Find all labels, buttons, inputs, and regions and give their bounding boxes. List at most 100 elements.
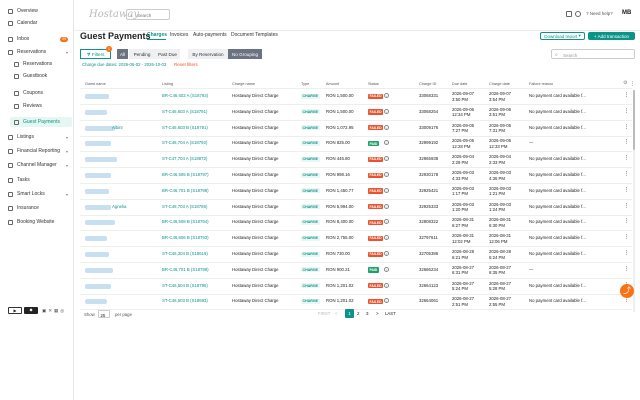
row-menu-icon[interactable]: ⋮	[624, 186, 629, 193]
info-icon[interactable]: i	[384, 266, 389, 272]
column-header[interactable]: Charge name	[232, 82, 256, 86]
filters-button[interactable]: ⧩ Filters	[80, 49, 111, 59]
info-icon[interactable]: i	[384, 235, 389, 241]
app-store-badge[interactable]: ◆	[24, 307, 38, 314]
row-menu-icon[interactable]: ⋮	[624, 250, 629, 256]
info-icon[interactable]: i	[384, 251, 389, 256]
chat-fab-icon[interactable]: ⤴	[620, 284, 634, 298]
info-icon[interactable]: i	[384, 172, 389, 177]
row-menu-icon[interactable]: ⋮	[624, 107, 629, 114]
column-header[interactable]: Charge date	[489, 82, 510, 86]
column-header[interactable]: Status	[368, 82, 379, 86]
tab-auto-payments[interactable]: Auto-payments	[193, 32, 227, 38]
sidebar-item-reservations[interactable]: Reservations	[10, 59, 72, 69]
sidebar-item-guestbook[interactable]: Guestbook	[10, 71, 72, 81]
listing-link[interactable]: BR-C46,508 B (S18794)	[162, 219, 209, 225]
scrollbar-thumb[interactable]	[633, 90, 635, 150]
listing-link[interactable]: ST-C46,603 A (S18791)	[162, 108, 208, 114]
listing-link[interactable]: BR-C46,701 B (S18798)	[162, 187, 209, 193]
sidebar-item-inbox[interactable]: Inbox 39	[4, 34, 72, 44]
chip-by-reservation[interactable]: By Reservation	[188, 49, 228, 59]
listing-link[interactable]: BR-C46,606 B (S18793)	[162, 235, 209, 241]
guest-name[interactable]: Albinr	[112, 124, 123, 130]
last-page-button[interactable]: LAST	[385, 311, 396, 316]
page-2-button[interactable]: 2	[357, 311, 360, 316]
sidebar-item-financial-reporting[interactable]: Financial Reporting ▾	[4, 146, 72, 156]
sidebar-item-channel-manager[interactable]: Channel Manager ▾	[4, 160, 72, 170]
download-report-button[interactable]: Download report ▾	[540, 32, 585, 40]
row-menu-icon[interactable]: ⋮	[624, 218, 629, 225]
sidebar-item-coupons[interactable]: Coupons	[10, 88, 72, 98]
chip-past-due[interactable]: Past Due	[155, 49, 180, 59]
row-menu-icon[interactable]: ⋮	[624, 202, 629, 209]
listing-link[interactable]: ST-C46,603 B (S18791)	[162, 124, 208, 130]
row-menu-icon[interactable]: ⋮	[624, 139, 629, 146]
listing-link[interactable]: BR-C46,505 B (S18797)	[162, 172, 209, 177]
listing-link[interactable]: ST-C46,504 B (S18795)	[162, 282, 208, 288]
column-header[interactable]: Charge ID	[419, 82, 437, 86]
scrollbar-track[interactable]	[633, 90, 635, 312]
chip-pending[interactable]: Pending	[129, 49, 155, 59]
tab-document-templates[interactable]: Document Templates	[231, 32, 278, 38]
global-search[interactable]: ⌕	[126, 9, 170, 20]
sidebar-item-tasks[interactable]: Tasks	[4, 175, 72, 185]
row-menu-icon[interactable]: ⋮	[624, 92, 629, 98]
listing-link[interactable]: ST-C46,304 B (S18619)	[162, 251, 208, 256]
row-menu-icon[interactable]: ⋮	[624, 265, 629, 272]
page-3-button[interactable]: 3	[366, 311, 369, 316]
guest-name[interactable]: Agnelia	[112, 203, 127, 209]
info-icon[interactable]: i	[384, 156, 389, 162]
row-menu-icon[interactable]: ⋮	[624, 171, 629, 177]
column-header[interactable]: Type	[301, 82, 310, 86]
listing-link[interactable]: ST-C46,703 A (S18786)	[162, 203, 208, 209]
row-menu-icon[interactable]: ⋮	[624, 234, 629, 241]
sidebar-item-calendar[interactable]: Calendar	[4, 18, 72, 28]
first-page-button[interactable]: FIRST	[318, 311, 331, 316]
sidebar-item-guest-payments[interactable]: Guest Payments	[10, 117, 72, 127]
more-icon[interactable]: ⋮	[630, 81, 635, 87]
info-icon[interactable]: i	[384, 93, 389, 98]
page-1-button[interactable]: 1	[345, 309, 354, 318]
column-header[interactable]: Amount	[326, 82, 340, 86]
info-icon[interactable]: i	[384, 187, 389, 193]
prev-page-button[interactable]: <	[335, 311, 338, 316]
sidebar-item-smart-locks[interactable]: Smart Locks ▾	[4, 189, 72, 199]
hostaway-logo[interactable]: Hostaway	[89, 9, 140, 20]
sidebar-item-overview[interactable]: Overview	[4, 6, 72, 16]
global-search-input[interactable]	[137, 11, 169, 19]
reset-filters-link[interactable]: Reset filters	[174, 62, 198, 67]
info-icon[interactable]: i	[384, 124, 389, 130]
row-menu-icon[interactable]: ⋮	[624, 297, 629, 304]
table-search[interactable]: ⌕ Search	[551, 49, 635, 59]
column-header[interactable]: Guest name	[85, 82, 106, 86]
column-header[interactable]: Listing	[162, 82, 173, 86]
avatar[interactable]: MB	[622, 10, 632, 16]
info-icon[interactable]: i	[384, 203, 389, 209]
social-icons[interactable]: ▣✕▦◎	[42, 308, 67, 313]
info-icon[interactable]: i	[384, 219, 389, 225]
column-header[interactable]: Failure reason	[529, 82, 554, 86]
tab-charges[interactable]: Charges	[147, 32, 168, 38]
listing-link[interactable]: ST-C47,704 A (S18872)	[162, 156, 208, 162]
calendar-icon[interactable]	[566, 11, 572, 17]
info-icon[interactable]: i	[384, 140, 389, 146]
google-play-badge[interactable]: ▶	[8, 307, 22, 314]
info-icon[interactable]: i	[384, 298, 389, 304]
tab-invoices[interactable]: Invoices	[170, 32, 189, 38]
column-header[interactable]: Due date	[452, 82, 468, 86]
sidebar-item-reviews[interactable]: Reviews	[10, 101, 72, 111]
row-menu-icon[interactable]: ⋮	[624, 123, 629, 130]
add-transaction-button[interactable]: + Add transaction	[588, 32, 635, 40]
listing-link[interactable]: ST-C46,704 A (S18792)	[162, 140, 208, 146]
sidebar-item-reservations[interactable]: Reservations ▾	[4, 47, 72, 57]
chip-no-grouping[interactable]: No Grouping	[228, 49, 262, 59]
sidebar-item-booking-website[interactable]: Booking Website	[4, 217, 72, 227]
row-menu-icon[interactable]: ⋮	[624, 155, 629, 162]
notification-icon[interactable]	[575, 11, 581, 17]
help-link[interactable]: ? Need help?	[586, 11, 613, 16]
sidebar-item-listings[interactable]: Listings ▾	[4, 132, 72, 142]
listing-link[interactable]: BR-C46,602 A (S18793)	[162, 93, 209, 98]
chip-all[interactable]: All	[117, 49, 128, 59]
sidebar-item-insurance[interactable]: Insurance	[4, 203, 72, 213]
listing-link[interactable]: ST-C46,503 B (S18693)	[162, 298, 208, 304]
